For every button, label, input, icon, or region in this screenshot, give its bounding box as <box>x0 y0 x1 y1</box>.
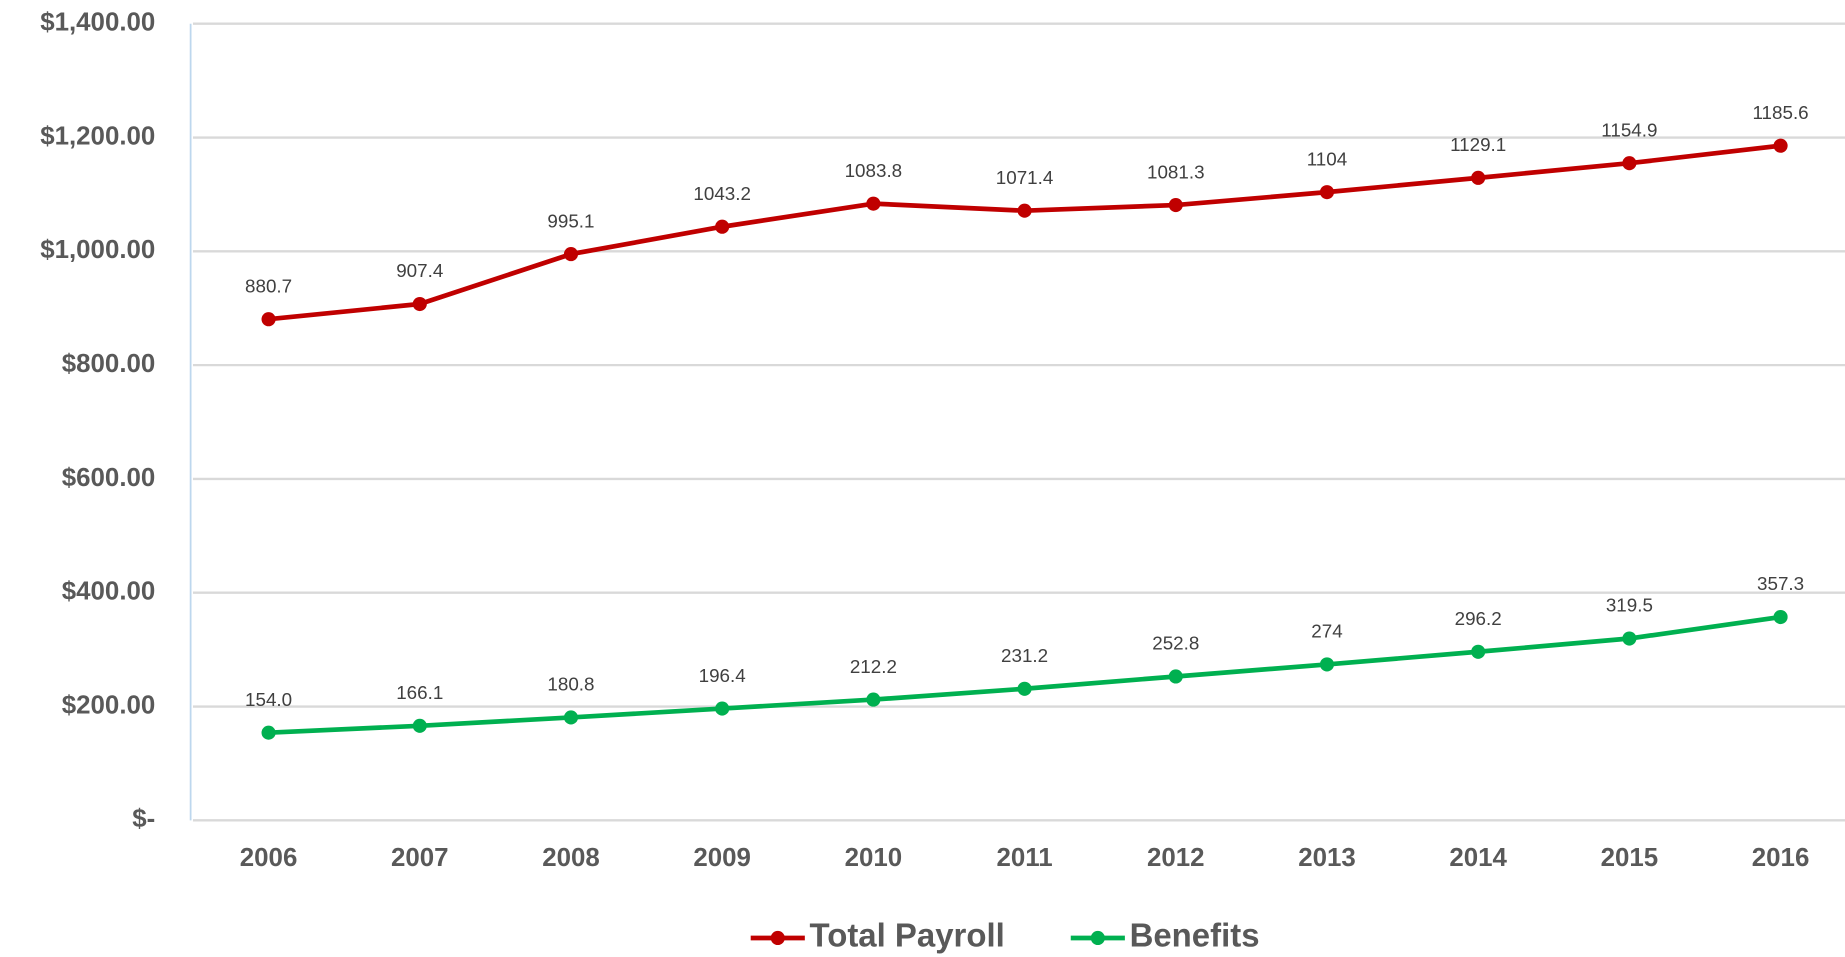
data-point <box>261 725 276 740</box>
data-label: 231.2 <box>1001 645 1048 666</box>
data-point <box>261 312 276 327</box>
y-tick-label: $1,200.00 <box>40 122 155 150</box>
data-point <box>1622 156 1637 171</box>
data-label: 995.1 <box>547 210 594 231</box>
data-label: 357.3 <box>1757 573 1804 594</box>
data-point <box>866 692 881 707</box>
data-point <box>1319 185 1335 200</box>
y-tick-label: $400.00 <box>62 578 156 606</box>
x-tick-label: 2011 <box>997 844 1053 872</box>
data-label: 180.8 <box>547 674 594 695</box>
data-label: 1104 <box>1307 148 1347 169</box>
data-label: 1081.3 <box>1147 161 1205 182</box>
data-point <box>412 718 427 733</box>
data-label: 880.7 <box>245 275 292 296</box>
series-line <box>268 614 1781 736</box>
x-tick-label: 2009 <box>693 844 751 872</box>
data-point <box>1168 669 1183 684</box>
data-label: 1129.1 <box>1450 134 1506 155</box>
data-point <box>1471 644 1486 659</box>
data-label: 319.5 <box>1606 595 1653 616</box>
data-label: 212.2 <box>850 656 897 677</box>
data-point <box>1471 170 1486 185</box>
data-point <box>1017 203 1032 218</box>
data-label: 274 <box>1311 621 1342 642</box>
data-label: 166.1 <box>396 682 443 703</box>
data-label: 1071.4 <box>996 167 1054 188</box>
data-point <box>1622 631 1637 646</box>
data-label: 907.4 <box>396 260 443 281</box>
data-point <box>1017 681 1032 696</box>
y-tick-label: $200.00 <box>62 691 156 719</box>
x-tick-label: 2014 <box>1449 844 1507 872</box>
y-tick-label: $800.00 <box>62 350 156 378</box>
x-tick-label: 2013 <box>1298 844 1356 872</box>
y-tick-label: $1,000.00 <box>40 236 155 264</box>
data-point <box>412 296 427 312</box>
data-point <box>1773 609 1788 625</box>
y-tick-label: $- <box>132 805 155 833</box>
data-point <box>563 710 579 725</box>
data-label: 1083.8 <box>845 160 903 181</box>
data-label: 296.2 <box>1455 608 1502 629</box>
legend-marker <box>1090 930 1105 946</box>
data-point <box>1168 198 1183 213</box>
legend-marker <box>770 930 785 946</box>
x-tick-label: 2008 <box>542 844 600 872</box>
x-tick-label: 2010 <box>845 844 903 872</box>
data-point <box>1773 138 1788 153</box>
data-point <box>715 701 730 716</box>
data-point <box>866 196 881 211</box>
x-tick-label: 2015 <box>1601 844 1659 872</box>
legend-label: Benefits <box>1130 917 1260 954</box>
data-label: 1043.2 <box>693 183 751 204</box>
data-label: 252.8 <box>1152 633 1199 654</box>
data-point <box>563 247 579 262</box>
data-label: 1185.6 <box>1752 102 1808 123</box>
x-tick-label: 2012 <box>1147 844 1205 872</box>
data-point <box>1319 657 1335 672</box>
y-tick-label: $1,400.00 <box>40 9 155 37</box>
y-tick-label: $600.00 <box>62 464 156 492</box>
x-tick-label: 2016 <box>1752 844 1810 872</box>
data-label: 154.0 <box>245 689 292 710</box>
data-label: 1154.9 <box>1601 119 1657 140</box>
x-tick-label: 2006 <box>240 844 298 872</box>
data-point <box>715 219 730 234</box>
legend-label: Total Payroll <box>810 917 1005 954</box>
x-tick-label: 2007 <box>391 844 449 872</box>
data-label: 196.4 <box>699 665 746 686</box>
